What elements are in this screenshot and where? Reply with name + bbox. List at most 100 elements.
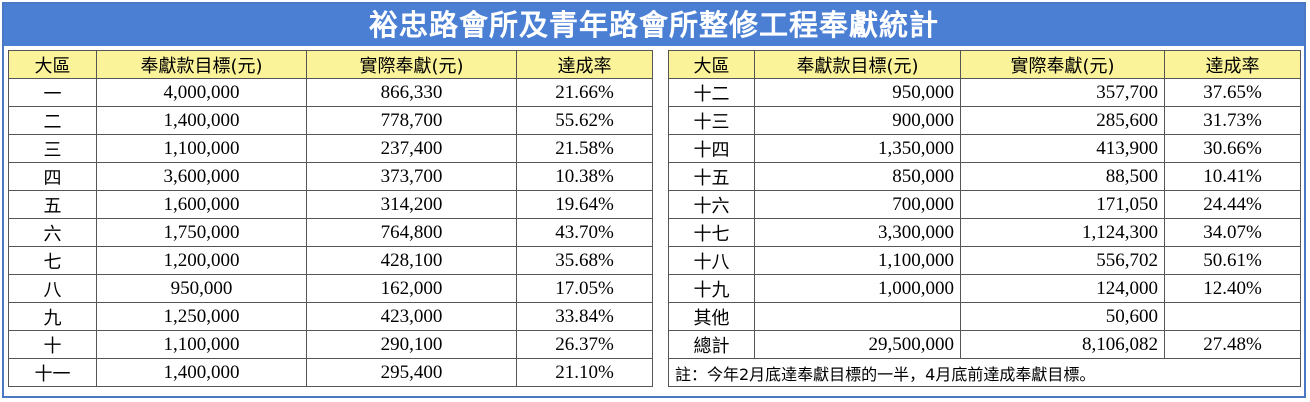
target-cell: 850,000	[754, 162, 961, 191]
header-actual: 實際奉獻(元)	[960, 50, 1165, 79]
table-row: 五 1,600,000 314,200 19.64%	[8, 190, 653, 219]
rate-cell: 21.66%	[516, 78, 653, 107]
rate-cell: 50.61%	[1164, 246, 1301, 275]
actual-cell: 413,900	[960, 134, 1165, 163]
actual-cell: 373,700	[306, 162, 517, 191]
actual-cell: 314,200	[306, 190, 517, 219]
rate-cell: 37.65%	[1164, 78, 1301, 107]
target-cell: 1,400,000	[96, 106, 307, 135]
actual-cell: 423,000	[306, 302, 517, 331]
region-cell: 其他	[668, 302, 755, 331]
target-cell: 1,200,000	[96, 246, 307, 275]
target-cell: 900,000	[754, 106, 961, 135]
header-target: 奉獻款目標(元)	[754, 50, 961, 79]
region-cell: 十四	[668, 134, 755, 163]
actual-cell: 764,800	[306, 218, 517, 247]
target-cell: 1,600,000	[96, 190, 307, 219]
rate-cell: 43.70%	[516, 218, 653, 247]
header-region: 大區	[8, 50, 97, 79]
stats-table-right: 大區 奉獻款目標(元) 實際奉獻(元) 達成率 十二 950,000 357,700…	[668, 50, 1301, 387]
actual-cell: 285,600	[960, 106, 1165, 135]
actual-cell: 1,124,300	[960, 218, 1165, 247]
target-cell: 1,000,000	[754, 274, 961, 303]
actual-cell: 88,500	[960, 162, 1165, 191]
table-row: 六 1,750,000 764,800 43.70%	[8, 218, 653, 247]
target-cell: 950,000	[754, 78, 961, 107]
actual-cell: 8,106,082	[960, 330, 1165, 359]
target-cell: 950,000	[96, 274, 307, 303]
actual-cell: 428,100	[306, 246, 517, 275]
region-cell: 十五	[668, 162, 755, 191]
target-cell: 1,750,000	[96, 218, 307, 247]
rate-cell: 30.66%	[1164, 134, 1301, 163]
rate-cell: 55.62%	[516, 106, 653, 135]
region-cell: 八	[8, 274, 97, 303]
table-row: 四 3,600,000 373,700 10.38%	[8, 162, 653, 191]
rate-cell: 10.38%	[516, 162, 653, 191]
actual-cell: 295,400	[306, 358, 517, 387]
region-cell: 一	[8, 78, 97, 107]
rate-cell: 27.48%	[1164, 330, 1301, 359]
rate-cell	[1164, 302, 1301, 331]
actual-cell: 778,700	[306, 106, 517, 135]
table-row: 二 1,400,000 778,700 55.62%	[8, 106, 653, 135]
region-cell: 十七	[668, 218, 755, 247]
table-row: 七 1,200,000 428,100 35.68%	[8, 246, 653, 275]
region-cell: 五	[8, 190, 97, 219]
footnote: 註：今年2月底達奉獻目標的一半，4月底前達成奉獻目標。	[668, 358, 1301, 387]
rate-cell: 33.84%	[516, 302, 653, 331]
table-row: 十九 1,000,000 124,000 12.40%	[668, 274, 1301, 303]
region-cell: 十二	[668, 78, 755, 107]
table-row: 十四 1,350,000 413,900 30.66%	[668, 134, 1301, 163]
table-header-row: 大區 奉獻款目標(元) 實際奉獻(元) 達成率	[668, 50, 1301, 79]
page-title: 裕忠路會所及青年路會所整修工程奉獻統計	[4, 4, 1304, 46]
note-row: 註：今年2月底達奉獻目標的一半，4月底前達成奉獻目標。	[668, 358, 1301, 387]
region-cell: 六	[8, 218, 97, 247]
actual-cell: 556,702	[960, 246, 1165, 275]
region-cell: 十	[8, 330, 97, 359]
rate-cell: 31.73%	[1164, 106, 1301, 135]
actual-cell: 290,100	[306, 330, 517, 359]
region-cell: 三	[8, 134, 97, 163]
target-cell: 1,350,000	[754, 134, 961, 163]
region-cell: 十九	[668, 274, 755, 303]
table-row: 十五 850,000 88,500 10.41%	[668, 162, 1301, 191]
rate-cell: 10.41%	[1164, 162, 1301, 191]
target-cell: 3,300,000	[754, 218, 961, 247]
actual-cell: 124,000	[960, 274, 1165, 303]
table-row: 十 1,100,000 290,100 26.37%	[8, 330, 653, 359]
region-cell: 四	[8, 162, 97, 191]
target-cell: 29,500,000	[754, 330, 961, 359]
header-target: 奉獻款目標(元)	[96, 50, 307, 79]
target-cell: 3,600,000	[96, 162, 307, 191]
rate-cell: 19.64%	[516, 190, 653, 219]
actual-cell: 357,700	[960, 78, 1165, 107]
actual-cell: 171,050	[960, 190, 1165, 219]
header-actual: 實際奉獻(元)	[306, 50, 517, 79]
table-row: 十三 900,000 285,600 31.73%	[668, 106, 1301, 135]
region-cell: 二	[8, 106, 97, 135]
region-cell: 總計	[668, 330, 755, 359]
region-cell: 十一	[8, 358, 97, 387]
rate-cell: 24.44%	[1164, 190, 1301, 219]
rate-cell: 34.07%	[1164, 218, 1301, 247]
table-row-total: 總計 29,500,000 8,106,082 27.48%	[668, 330, 1301, 359]
actual-cell: 162,000	[306, 274, 517, 303]
target-cell: 1,100,000	[96, 330, 307, 359]
actual-cell: 866,330	[306, 78, 517, 107]
table-row: 十七 3,300,000 1,124,300 34.07%	[668, 218, 1301, 247]
table-row: 其他 50,600	[668, 302, 1301, 331]
target-cell: 700,000	[754, 190, 961, 219]
actual-cell: 237,400	[306, 134, 517, 163]
table-row: 十一 1,400,000 295,400 21.10%	[8, 358, 653, 387]
actual-cell: 50,600	[960, 302, 1165, 331]
table-row: 十八 1,100,000 556,702 50.61%	[668, 246, 1301, 275]
rate-cell: 21.10%	[516, 358, 653, 387]
region-cell: 十八	[668, 246, 755, 275]
target-cell: 4,000,000	[96, 78, 307, 107]
target-cell: 1,100,000	[754, 246, 961, 275]
rate-cell: 35.68%	[516, 246, 653, 275]
table-row: 八 950,000 162,000 17.05%	[8, 274, 653, 303]
target-cell	[754, 302, 961, 331]
